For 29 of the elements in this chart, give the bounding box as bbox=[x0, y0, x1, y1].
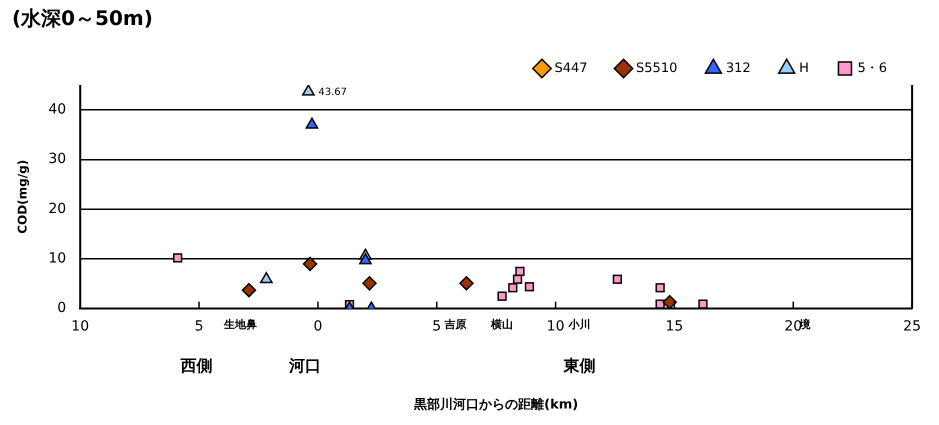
x-tick-label: 5 bbox=[194, 318, 204, 335]
x-tick-label: 5 bbox=[432, 318, 442, 335]
x-tick-label: 横山 bbox=[490, 318, 514, 332]
x-axis-title: 黒部川河口からの距離(km) bbox=[413, 396, 578, 413]
x-tick-label: 生地鼻 bbox=[223, 318, 258, 332]
legend-label: S5510 bbox=[636, 60, 678, 76]
x-tick-label: 10 bbox=[71, 318, 90, 335]
chart-title: (水深0～50m) bbox=[12, 6, 153, 30]
x-tick-label: 吉原 bbox=[444, 318, 467, 332]
data-label: 43.67 bbox=[318, 87, 348, 98]
y-tick-label: 40 bbox=[48, 101, 66, 118]
x-tick-label: 0 bbox=[313, 318, 322, 335]
y-axis-title: COD(mg/g) bbox=[15, 160, 30, 234]
y-tick-label: 10 bbox=[48, 250, 66, 267]
legend-label: 312 bbox=[726, 60, 751, 76]
y-tick-label: 0 bbox=[57, 300, 66, 316]
x-tick-label: 15 bbox=[666, 318, 684, 335]
x-tick-label: 小川 bbox=[567, 318, 590, 332]
text: 東側 bbox=[562, 356, 596, 375]
text: 河口 bbox=[288, 356, 321, 375]
x-tick-label: 25 bbox=[903, 318, 922, 335]
text: 西側 bbox=[180, 356, 213, 375]
legend-label: 5・6 bbox=[857, 60, 888, 76]
x-tick-label: 10 bbox=[546, 318, 564, 335]
y-tick-label: 30 bbox=[48, 151, 66, 168]
legend-label: S447 bbox=[554, 60, 588, 76]
y-tick-label: 20 bbox=[48, 200, 66, 217]
x-tick-label: 境 bbox=[798, 318, 812, 332]
legend-label: H bbox=[799, 60, 809, 76]
